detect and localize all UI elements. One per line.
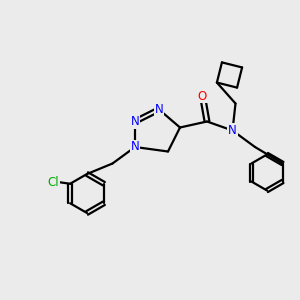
Text: N: N <box>228 124 237 137</box>
Text: O: O <box>198 89 207 103</box>
Text: Cl: Cl <box>48 176 59 189</box>
Text: N: N <box>130 115 140 128</box>
Text: N: N <box>154 103 164 116</box>
Text: N: N <box>130 140 140 154</box>
